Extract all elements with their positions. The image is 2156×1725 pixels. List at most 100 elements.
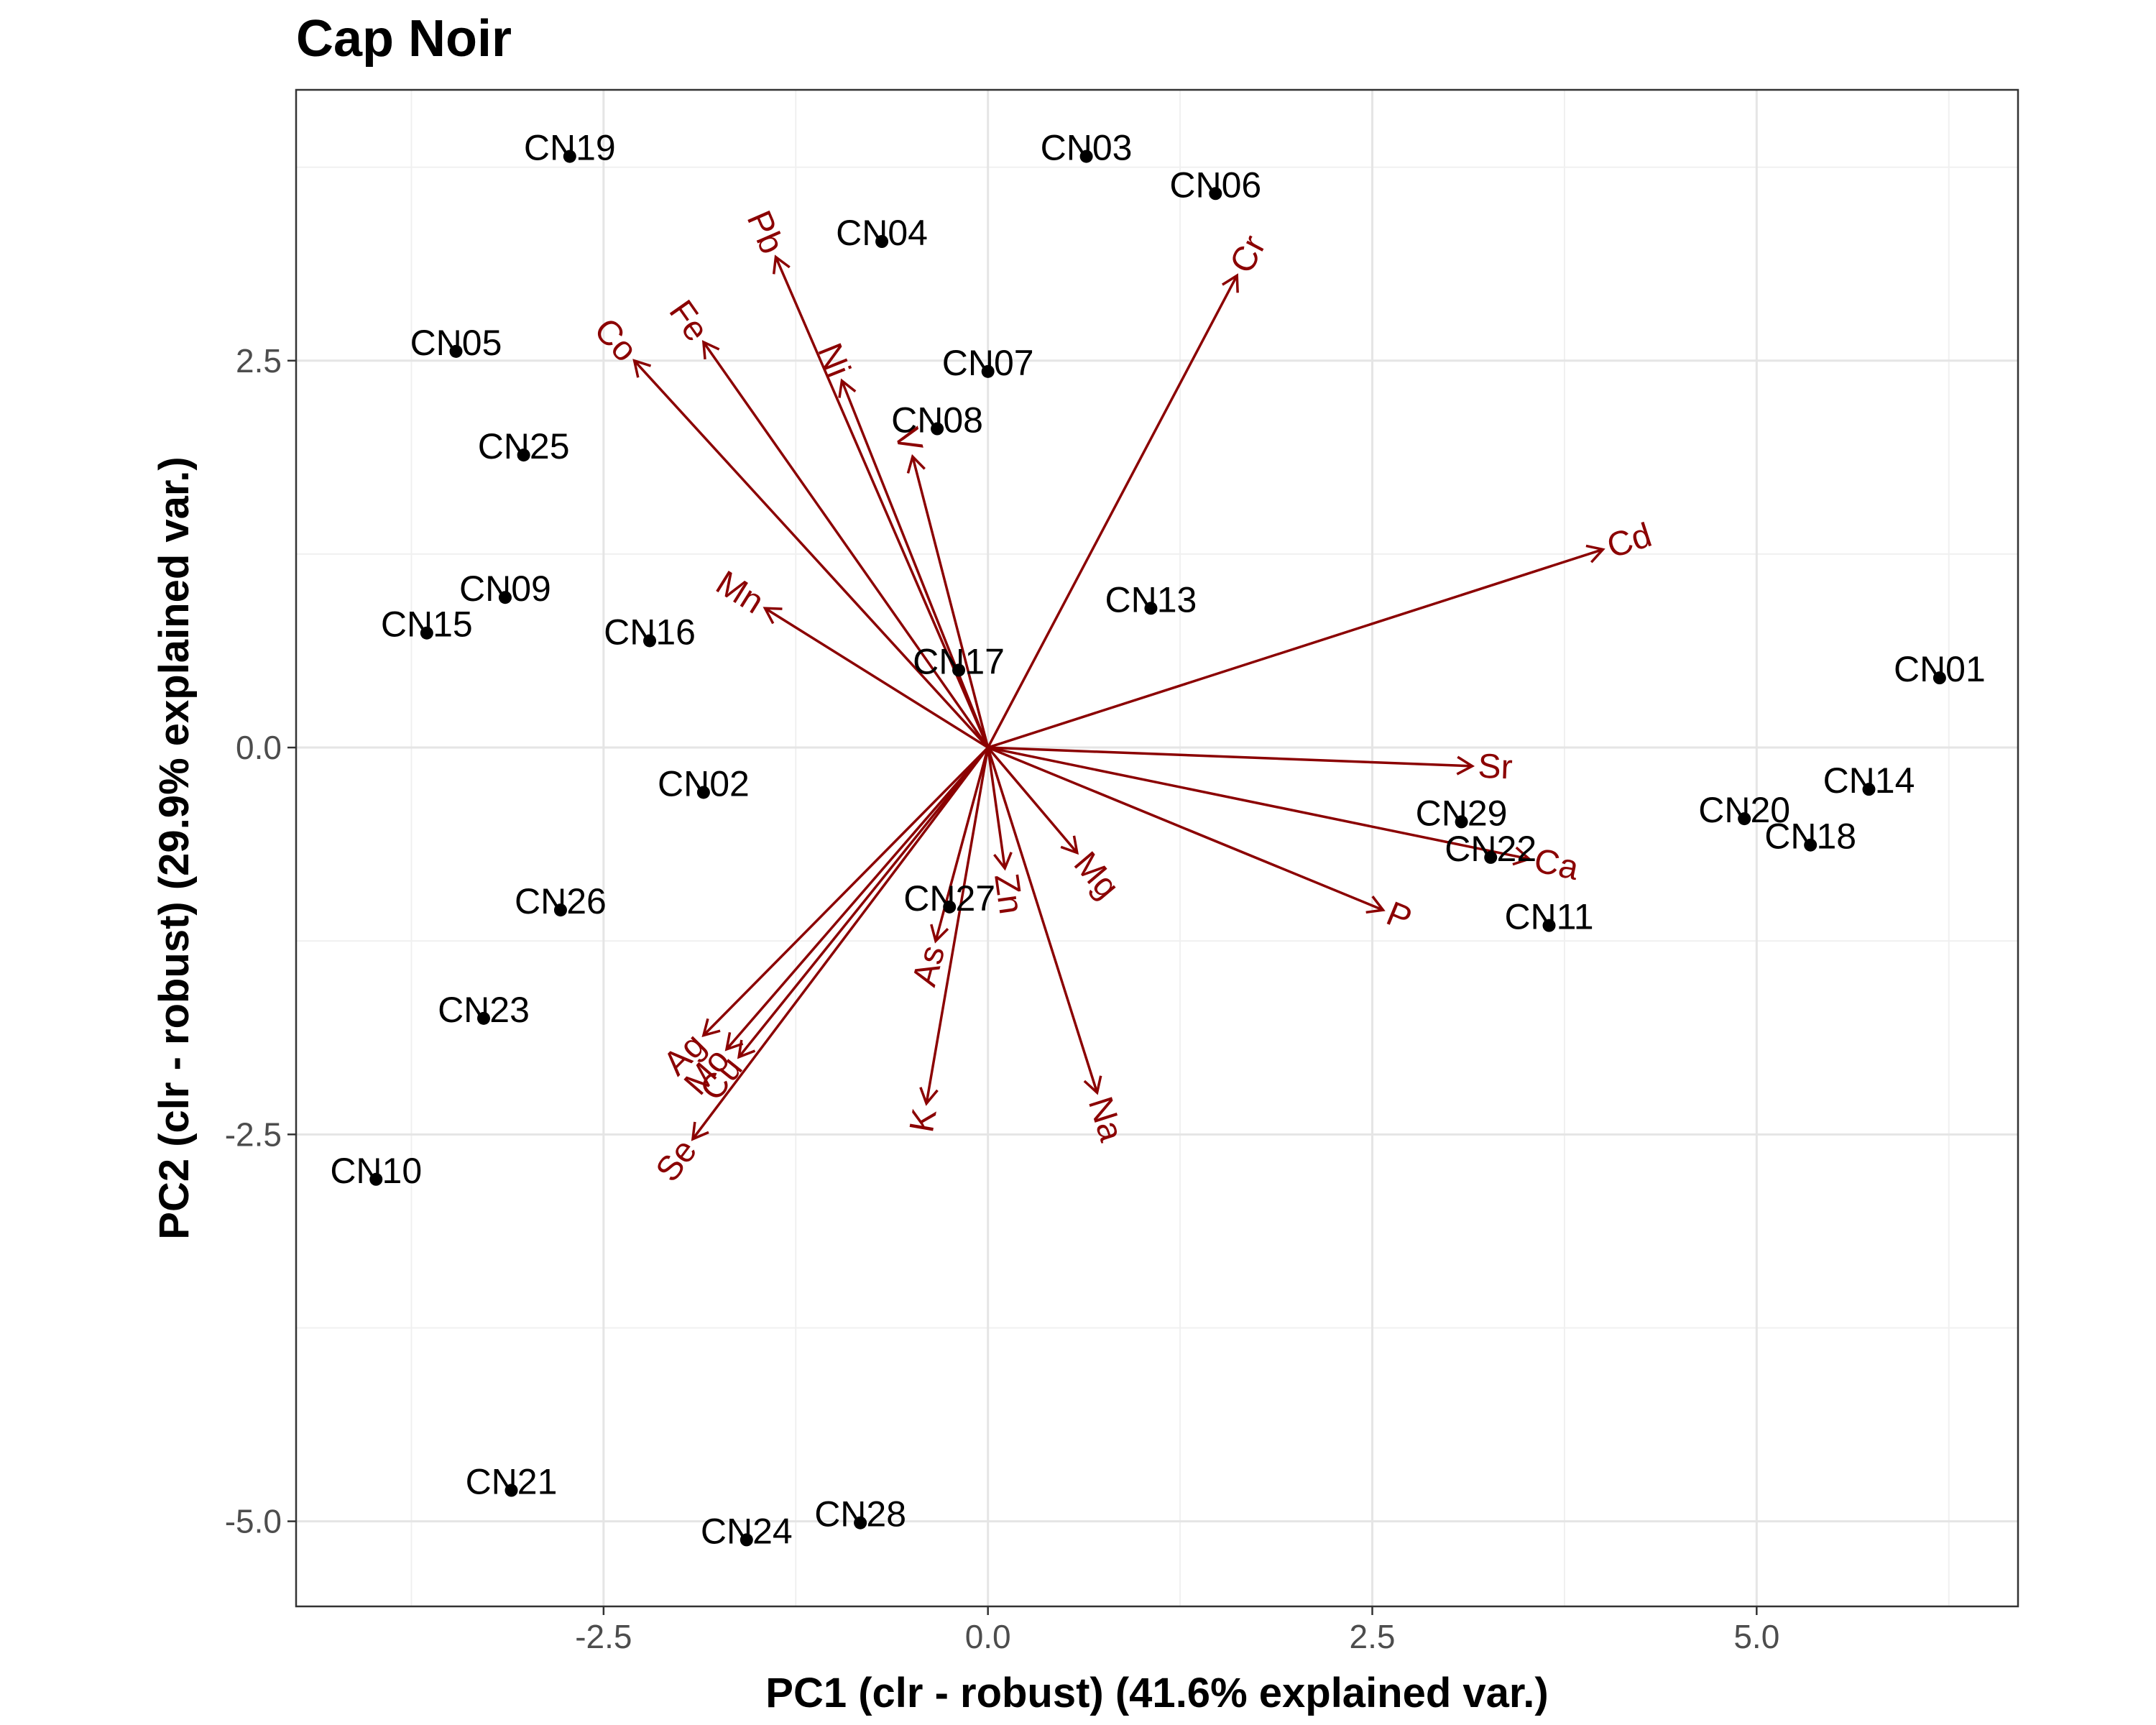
sample-label: CN28	[814, 1494, 906, 1535]
sample-point	[1484, 850, 1498, 864]
loading-arrowhead	[919, 1087, 939, 1106]
loading-arrow	[691, 746, 990, 1140]
sample-point	[875, 235, 889, 248]
sample-label: CN25	[478, 426, 570, 466]
sample-point	[740, 1533, 753, 1547]
sample-label: CN15	[381, 604, 473, 645]
loading-arrowhead	[1512, 846, 1532, 866]
x-tick-label: 0.0	[965, 1618, 1011, 1655]
sample-label: CN23	[438, 990, 530, 1030]
loading-arrowhead	[772, 254, 791, 275]
loading-arrowhead	[701, 340, 720, 360]
loading-arrowhead	[763, 607, 783, 625]
loading-arrowhead	[1083, 1075, 1102, 1095]
loading-arrowhead	[1456, 755, 1475, 776]
sample-point	[643, 634, 657, 648]
sample-point	[1738, 812, 1751, 826]
y-axis-title: PC2 (clr - robust) (29.9% explained var.…	[151, 456, 198, 1239]
sample-label: CN10	[330, 1151, 422, 1191]
sample-point	[563, 150, 576, 163]
sample-label: CN20	[1698, 790, 1790, 830]
sample-label: CN29	[1416, 793, 1508, 833]
sample-label: CN04	[836, 213, 928, 253]
sample-point	[854, 1516, 867, 1530]
plot-panel-border	[295, 88, 2019, 1608]
sample-point	[369, 1172, 383, 1186]
loading-arrow	[702, 341, 990, 749]
sample-point	[553, 903, 567, 917]
y-tick-label: -2.5	[225, 1116, 282, 1153]
x-axis-title: PC1 (clr - robust) (41.6% explained var.…	[765, 1670, 1548, 1716]
loading-label: Zn	[987, 871, 1030, 916]
loading-label: Se	[649, 1132, 705, 1189]
loading-arrow	[987, 747, 1099, 1093]
loading-label: Fe	[661, 293, 716, 348]
sample-label: CN13	[1105, 579, 1197, 620]
loading-label: Cr	[1223, 229, 1274, 280]
loading-arrow	[987, 746, 1079, 854]
loading-arrowhead	[930, 924, 949, 944]
sample-label: CN11	[1504, 897, 1593, 937]
loading-arrow	[725, 746, 990, 1051]
chart-title: Cap Noir	[296, 10, 512, 68]
loading-arrow	[911, 456, 990, 748]
sample-point	[449, 344, 463, 358]
sample-point	[943, 900, 957, 914]
loading-label: Sr	[1478, 748, 1514, 787]
sample-label: CN08	[891, 400, 983, 441]
loading-label: P	[1381, 895, 1417, 939]
sample-labels: CN19 CN03 CN06 CN04 CN05 CN07 CN08 CN25 CN09CN15…	[330, 128, 1985, 1552]
loading-label: Mn	[709, 564, 770, 621]
loading-arrowhead	[1060, 835, 1079, 855]
sample-point	[1932, 671, 1946, 685]
loading-arrow	[737, 746, 990, 1058]
sample-label: CN17	[913, 641, 1005, 681]
x-tick-label: -2.5	[575, 1618, 632, 1655]
sample-label: CN03	[1041, 128, 1133, 168]
sample-point	[1144, 602, 1158, 615]
y-tick-label: -5.0	[225, 1503, 282, 1540]
loading-arrowhead	[1221, 273, 1239, 293]
loading-arrow	[987, 746, 1530, 860]
loading-label: Cd	[1603, 516, 1657, 566]
loading-arrow	[925, 747, 990, 1104]
axis-ticks: -2.5 0.0 2.5 5.0 -5.0 -2.5 0.0 2.5	[225, 342, 1780, 1655]
sample-point	[1209, 187, 1222, 201]
loading-arrowhead	[701, 1018, 721, 1038]
loading-arrow	[702, 746, 989, 1036]
loading-label: Mg	[1067, 845, 1127, 906]
sample-point	[981, 364, 995, 378]
sample-label: CN27	[903, 878, 995, 919]
loading-arrowhead	[838, 378, 857, 398]
sample-point	[952, 663, 966, 677]
sample-label: CN16	[604, 612, 696, 652]
sample-point	[505, 1484, 518, 1497]
sample-point	[931, 422, 944, 436]
loading-arrow	[987, 275, 1238, 748]
sample-label: CN24	[701, 1511, 793, 1551]
sample-points	[369, 150, 1946, 1547]
loading-arrowhead	[1365, 896, 1386, 914]
loading-label: Na	[1081, 1092, 1130, 1146]
x-tick-label: 5.0	[1733, 1618, 1779, 1655]
sample-point	[498, 591, 512, 604]
loading-label: K	[903, 1106, 944, 1136]
sample-label: CN14	[1823, 760, 1915, 801]
sample-point	[517, 448, 530, 462]
sample-point	[476, 1011, 490, 1025]
loading-label: Pb	[740, 206, 791, 259]
sample-label: CN06	[1169, 165, 1261, 205]
sample-label: CN02	[658, 763, 750, 804]
loading-arrow	[987, 746, 1384, 911]
sample-label: CN19	[524, 128, 616, 168]
loading-arrowhead	[993, 852, 1013, 871]
sample-point	[1542, 919, 1556, 932]
sample-label: CN22	[1445, 829, 1537, 869]
x-tick-label: 2.5	[1350, 1618, 1396, 1655]
loading-arrowhead	[906, 454, 926, 474]
loading-arrowhead	[632, 359, 652, 378]
y-tick-label: 2.5	[236, 342, 282, 380]
loading-arrowhead	[1585, 544, 1606, 564]
